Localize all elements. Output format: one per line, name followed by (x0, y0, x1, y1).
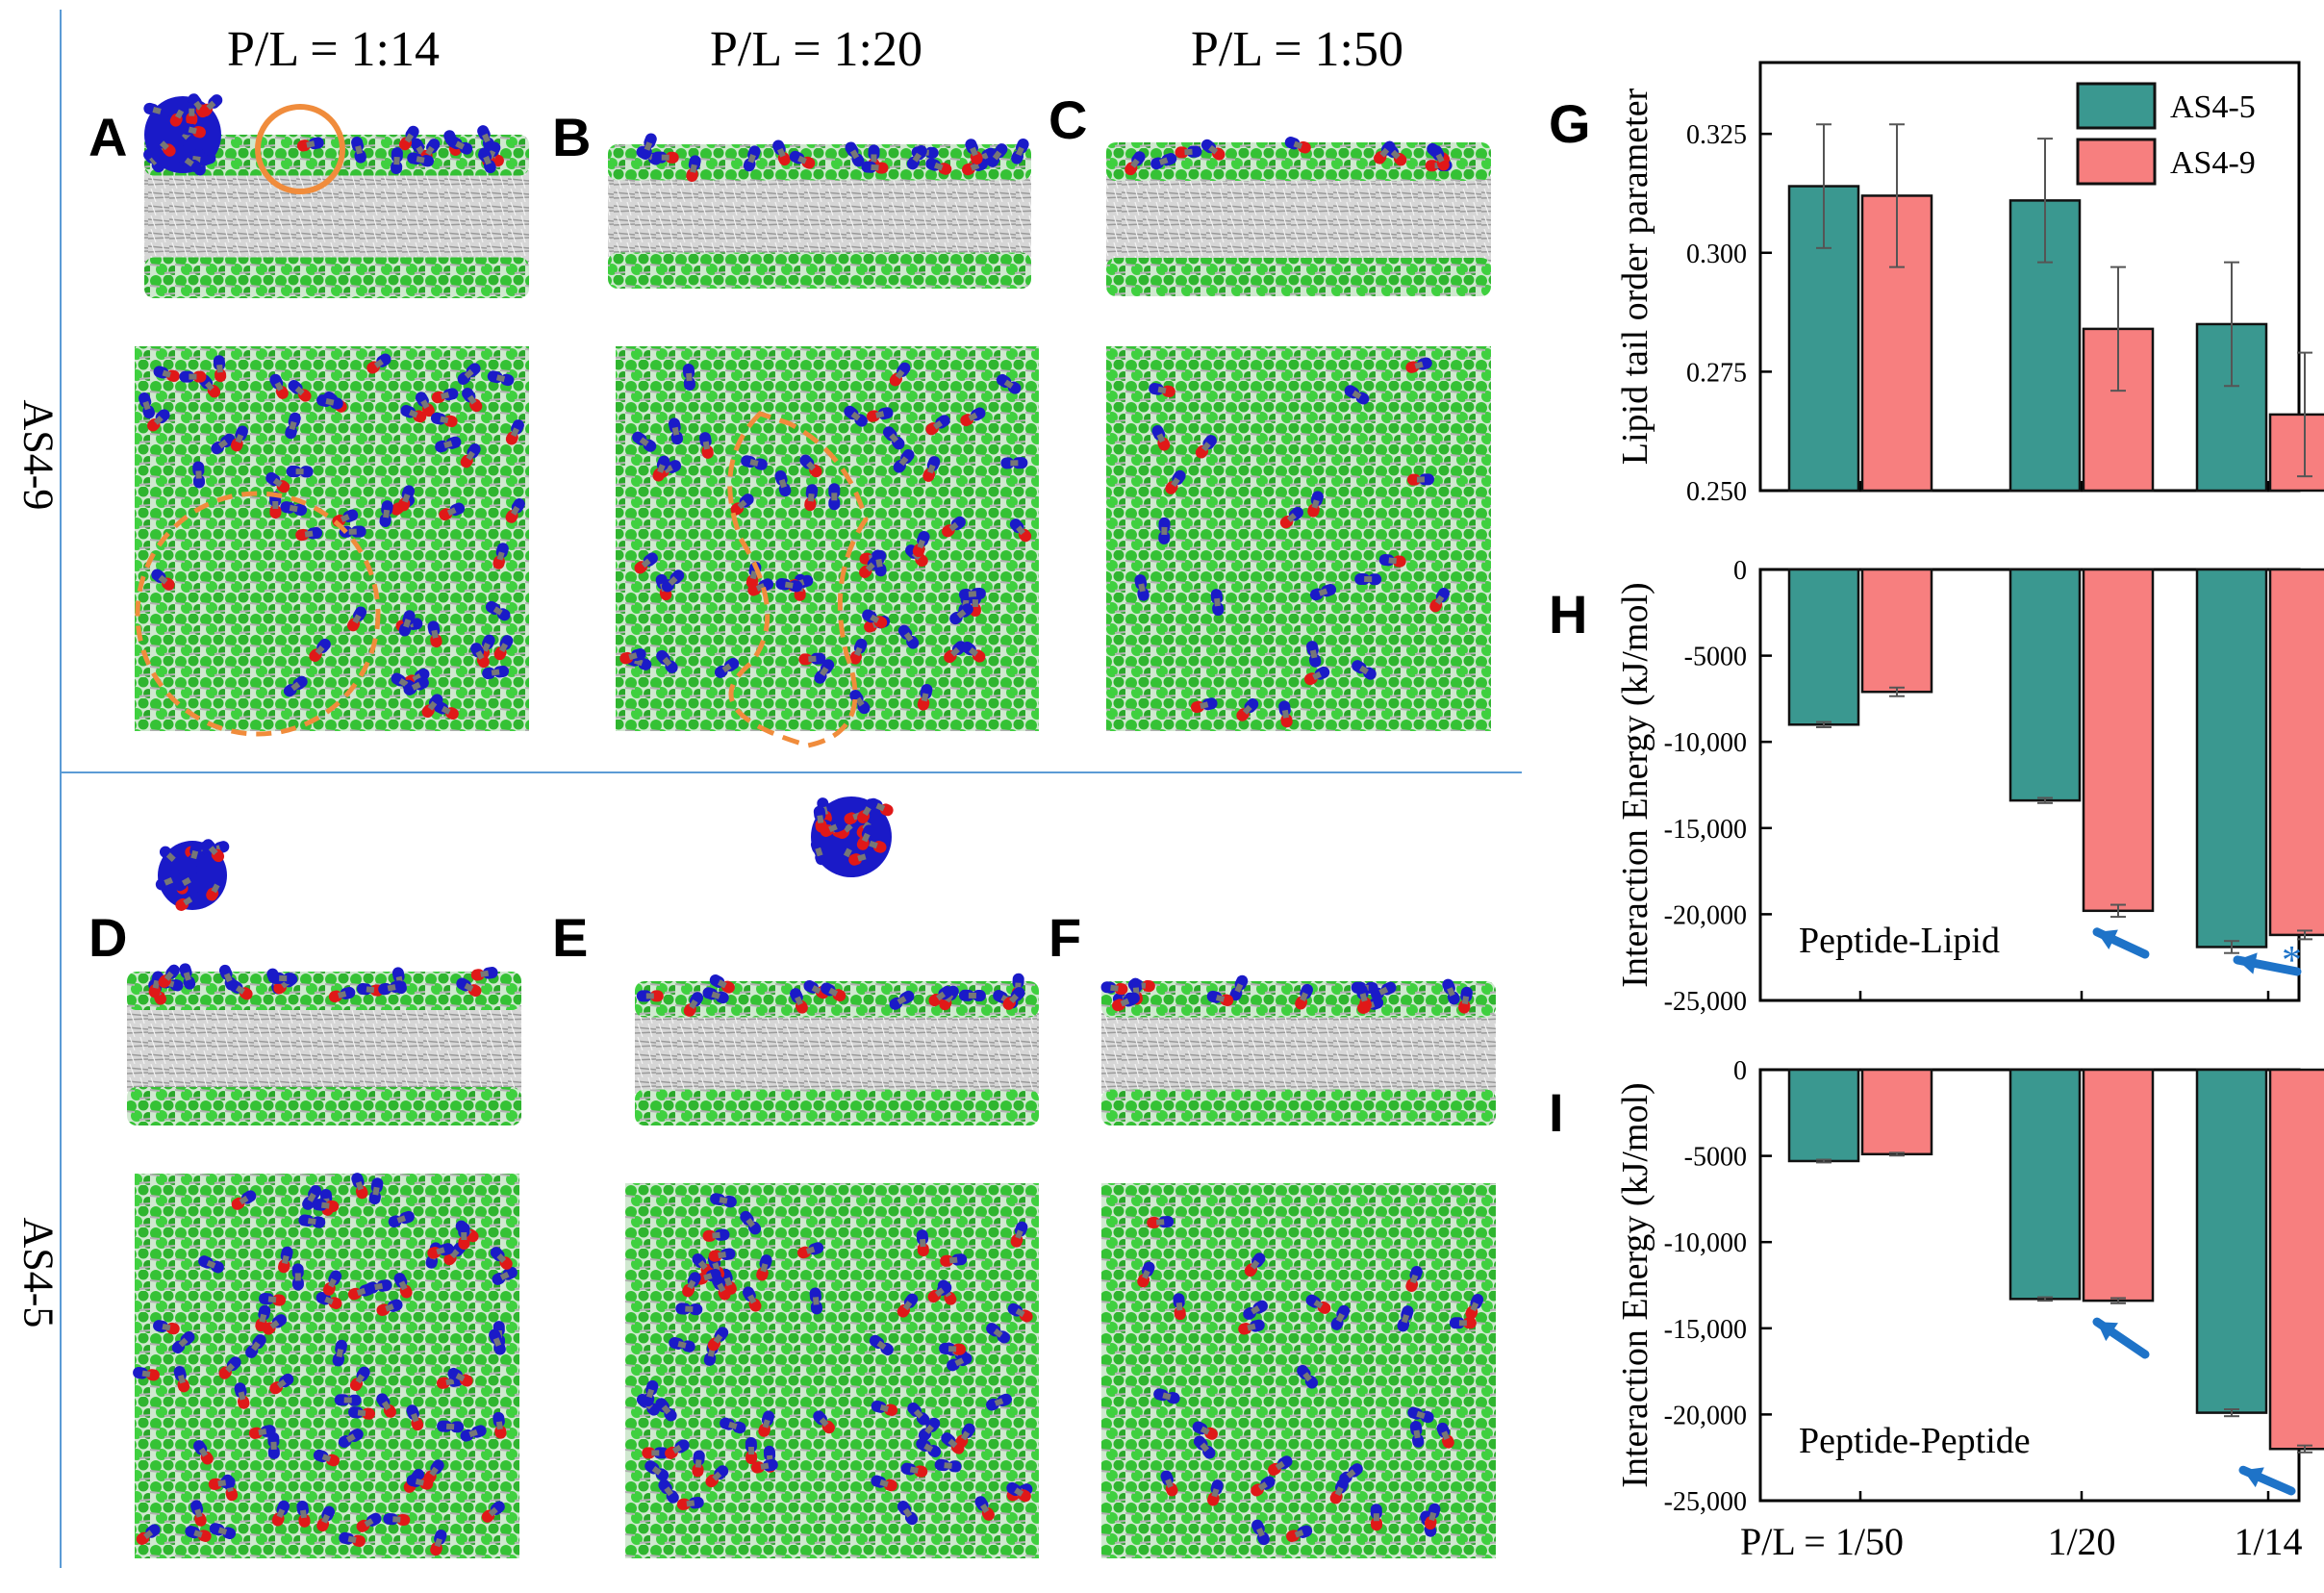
side-view-f (1100, 974, 1496, 1125)
panel-letter-b: B (552, 107, 592, 167)
highlight-circle-a-side (255, 104, 345, 194)
x-tick-label-1: 1/20 (2047, 1520, 2115, 1563)
chart-h-peptide-lipid: 0 -5000 -10,000 -15,000 -20,000 -25,000 Intera… (1615, 556, 2324, 1017)
y-tick-label: -15,000 (1664, 815, 1747, 845)
panel-letter-c: C (1048, 89, 1088, 150)
panel-letter-i: I (1549, 1082, 1564, 1143)
cluster-a (143, 93, 223, 176)
y-tick-label: 0 (1733, 556, 1747, 586)
bar-as4-5-1 (2008, 1068, 2082, 1301)
column-label-1-20: P/L = 1:20 (710, 22, 922, 77)
simulation-snapshots (127, 93, 1496, 1558)
y-tick-label: 0.325 (1686, 120, 1747, 150)
panel-letter-a: A (88, 107, 128, 167)
side-view-e (635, 973, 1039, 1125)
panel-letter-h: H (1549, 584, 1588, 645)
bar-as4-5-2 (2195, 568, 2268, 948)
side-view-a (143, 125, 529, 298)
bar-as4-5-0 (1787, 568, 1860, 726)
cluster-d (155, 839, 230, 911)
cluster-e (810, 796, 894, 877)
y-tick-label: -10,000 (1664, 728, 1747, 758)
y-axis-label: Interaction Energy (kJ/mol) (1615, 582, 1655, 987)
column-label-1-50: P/L = 1:50 (1191, 22, 1403, 77)
bar-as4-9-0 (1860, 568, 1933, 694)
left-divider-line (60, 10, 62, 1568)
bar-as4-5-2 (2195, 1068, 2268, 1414)
panel-letter-f: F (1048, 907, 1082, 968)
top-view-c (1106, 346, 1491, 731)
side-view-c (1106, 137, 1491, 296)
arrow-head (2237, 952, 2258, 974)
panel-letter-d: D (88, 907, 128, 968)
bar-as4-9-2 (2268, 568, 2324, 937)
bar-as4-9-1 (2082, 568, 2155, 913)
arrow-head (2097, 1322, 2118, 1342)
bar-as4-9-0 (1860, 1068, 1933, 1156)
highlight-region-b-top (727, 411, 869, 748)
bar-as4-5-0 (1787, 185, 1860, 493)
y-tick-label: -5000 (1684, 1143, 1747, 1173)
arrow-head (2243, 1467, 2264, 1488)
bar-as4-9-2 (2268, 413, 2324, 493)
y-tick-label: -20,000 (1664, 1401, 1747, 1430)
side-view-d (127, 963, 521, 1125)
chart-g-order-parameter: 0.250 0.275 0.300 0.325 Lipid tail order par… (1615, 61, 2324, 507)
top-view-e (625, 1183, 1039, 1558)
y-axis-label: Lipid tail order parameter (1615, 88, 1655, 465)
y-tick-label: 0 (1733, 1056, 1747, 1086)
y-tick-label: -20,000 (1664, 900, 1747, 930)
x-tick-label-2: 1/14 (2234, 1520, 2302, 1563)
bar-charts: 0.250 0.275 0.300 0.325 Lipid tail order par… (1615, 61, 2324, 1563)
legend-label-as4-5: AS4-5 (2170, 89, 2256, 125)
y-tick-label: -25,000 (1664, 987, 1747, 1017)
top-view-a (135, 346, 529, 731)
top-view-d (133, 1173, 519, 1558)
bar-as4-5-0 (1787, 1068, 1860, 1163)
panel-letter-e: E (552, 907, 589, 968)
y-axis-label: Interaction Energy (kJ/mol) (1615, 1082, 1655, 1487)
column-label-1-14: P/L = 1:14 (227, 22, 440, 77)
y-tick-label: 0.275 (1686, 358, 1747, 388)
y-tick-label: 0.250 (1686, 477, 1747, 507)
chart-annotation: Peptide-Peptide (1799, 1421, 2031, 1461)
y-tick-label: -10,000 (1664, 1228, 1747, 1258)
legend-swatch-as4-5 (2076, 82, 2157, 130)
bar-as4-9-2 (2268, 1068, 2324, 1451)
legend-label-as4-9: AS4-9 (2170, 145, 2256, 181)
significance-star: * (2282, 939, 2302, 983)
y-tick-label: -5000 (1684, 643, 1747, 672)
bar-as4-5-1 (2008, 568, 2082, 802)
top-view-f (1101, 1183, 1496, 1558)
top-view-b (616, 346, 1039, 731)
chart-i-peptide-peptide: 0 -5000 -10,000 -15,000 -20,000 -25,000 Intera… (1615, 1056, 2324, 1563)
x-tick-label-0: P/L = 1/50 (1740, 1520, 1904, 1563)
legend-swatch-as4-9 (2076, 138, 2157, 186)
y-tick-label: -25,000 (1664, 1487, 1747, 1517)
row-divider-line (60, 771, 1522, 773)
arrow-head (2097, 929, 2118, 950)
chart-annotation: Peptide-Lipid (1799, 921, 2000, 961)
side-view-b (608, 133, 1031, 289)
y-tick-label: 0.300 (1686, 240, 1747, 269)
panel-letter-g: G (1549, 93, 1591, 154)
highlight-circle-a-top (135, 491, 381, 737)
y-tick-label: -15,000 (1664, 1315, 1747, 1345)
bar-as4-9-1 (2082, 1068, 2155, 1302)
